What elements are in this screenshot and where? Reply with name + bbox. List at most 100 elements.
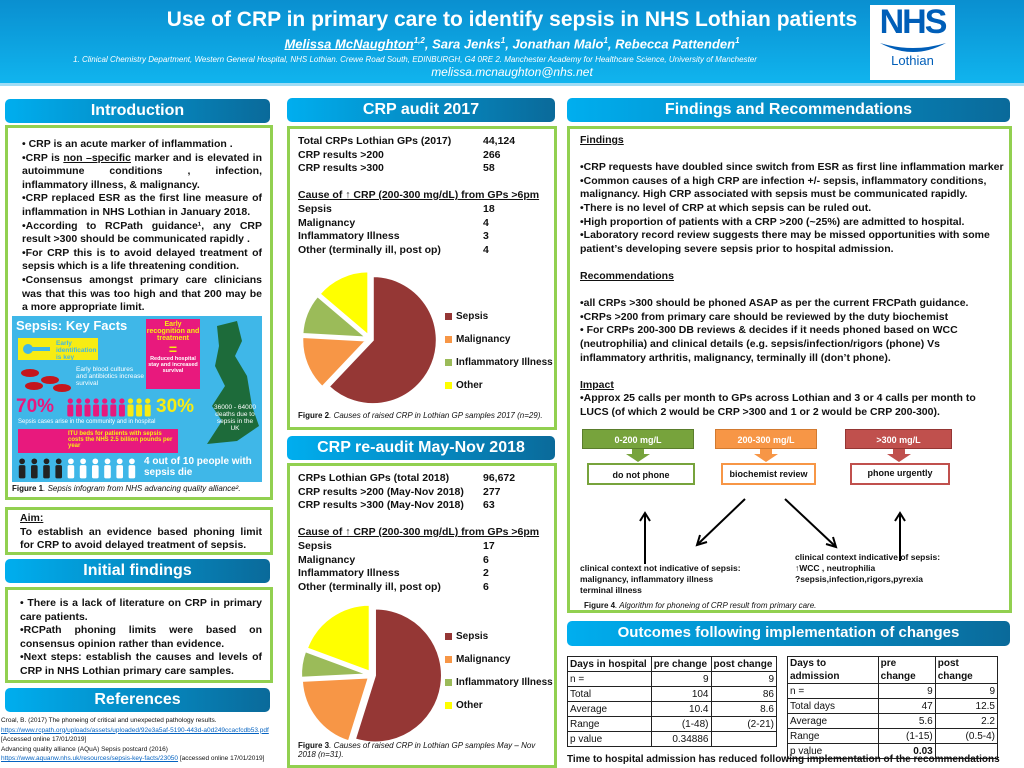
recommendation-item: •CRPs >200 from primary care should be r…	[580, 310, 949, 323]
figure-1-caption: Figure 1. Sepsis infogram from NHS advan…	[12, 484, 241, 493]
initial-findings-box: • There is a lack of literature on CRP i…	[5, 587, 273, 683]
audit-2017-causes: Sepsis 18 Malignancy 4 Inflammatory Illness 3…	[298, 203, 538, 257]
author: Jonathan Malo	[512, 36, 604, 52]
table-header-row: Days to admission pre change post change	[787, 656, 999, 684]
table-row: n = 9 9	[787, 683, 999, 699]
initial-bullet: •Next steps: establish the causes and le…	[20, 651, 262, 677]
initial-findings-text: • There is a lack of literature on CRP i…	[20, 597, 262, 679]
legend-label: Malignancy	[456, 654, 511, 665]
label-cell: Sepsis	[298, 203, 332, 215]
person-icon	[136, 398, 143, 417]
intro-bullet: •According to RCPath guidance¹, any CRP …	[22, 219, 262, 246]
person-icon	[104, 458, 111, 479]
context-line: ?sepsis,infection,rigors,pyrexia	[795, 574, 924, 584]
context-line: clinical context not indicative of sepsi…	[580, 563, 741, 573]
person-icon	[31, 458, 38, 479]
table-cell	[710, 731, 777, 747]
reference-link[interactable]: https://www.rcpath.org/uploads/assets/up…	[1, 726, 269, 734]
blood-cells-icon	[21, 369, 71, 392]
audit-2018-header: CRP re-audit May-Nov 2018	[287, 436, 555, 460]
person-icon	[67, 398, 74, 417]
caption-text: . Causes of raised CRP in Lothian GP sam…	[329, 411, 543, 420]
cause-heading: Cause of ↑ CRP (200-300 mg/dL) from GPs …	[298, 189, 539, 203]
table-cell: (1-15)	[877, 728, 936, 744]
reference-link[interactable]: https://www.aquanw.nhs.uk/resources/seps…	[1, 755, 179, 762]
column-header: pre change	[877, 656, 936, 684]
people-icons	[18, 458, 136, 479]
pie-chart-2018	[300, 603, 443, 744]
legend-swatch	[445, 702, 452, 709]
initial-findings-header: Initial findings	[5, 559, 270, 583]
table-row: Total days 47 12.5	[787, 698, 999, 714]
column-header: Days in hospital	[567, 656, 652, 672]
table-row: n = 9 9	[567, 671, 777, 687]
flow-low-range: 0-200 mg/L	[582, 429, 694, 449]
table-cell: Range	[787, 728, 879, 744]
affiliations: 1. Clinical Chemistry Department, Wester…	[73, 55, 757, 64]
pie-chart-2017	[301, 270, 438, 406]
table-cell: 12.5	[934, 698, 999, 714]
value-cell: 4	[483, 243, 489, 256]
person-icon	[92, 458, 99, 479]
legend-item: Malignancy	[445, 654, 553, 665]
intro-bullet: •Consensus amongst primary care clinicia…	[22, 273, 262, 314]
flow-mid-range: 200-300 mg/L	[715, 429, 817, 449]
people-icons	[67, 398, 151, 417]
label-cell: CRP results >200 (May-Nov 2018)	[298, 485, 464, 498]
poster-header: Use of CRP in primary care to identify s…	[0, 0, 1024, 86]
label-cell: Inflammatory Illness	[298, 230, 400, 243]
context-line: ↑WCC , neutrophilia	[795, 563, 876, 573]
label-cell: CRP results >200	[298, 148, 384, 161]
audit-2018-box: CRPs Lothian GPs (total 2018) 96,672 CRP r…	[287, 463, 557, 768]
logo-nhs-text: NHS	[879, 3, 948, 41]
author-sup: 1,2	[413, 36, 425, 45]
value-cell: 44,124	[483, 135, 516, 147]
equals-sign: =	[168, 341, 178, 357]
legend-swatch	[445, 336, 452, 343]
caption-label: Figure 4	[584, 601, 616, 610]
impact-text: •Approx 25 calls per month to GPs across…	[580, 392, 976, 418]
legend-swatch	[445, 679, 452, 686]
table-row: Range (1-15) (0.5-4)	[787, 728, 999, 744]
uk-map-icon	[207, 321, 259, 444]
table-row: p value 0.03	[787, 743, 999, 759]
cause-row: Malignancy 6	[298, 554, 538, 568]
stat-row: CRP results >200 266	[298, 149, 538, 163]
percent-hospital: 30%	[156, 396, 195, 417]
value-cell: 18	[483, 203, 495, 215]
value-cell: 266	[483, 148, 501, 161]
pie-slice-inflammatory-illness	[300, 649, 369, 679]
table-cell: Total days	[787, 698, 879, 714]
initial-bullet: •RCPath phoning limits were based on con…	[20, 624, 262, 650]
cause-row: Inflammatory Illness 2	[298, 567, 538, 581]
table-cell: n =	[787, 683, 879, 699]
table-cell: Total	[567, 686, 652, 702]
audit-2017-header: CRP audit 2017	[287, 98, 555, 122]
legend-label: Inflammatory Illness	[456, 357, 553, 368]
context-line: malignancy, inflammatory illness	[580, 574, 714, 584]
caption-label: Figure 2	[298, 411, 330, 420]
logo-lothian-text: Lothian	[891, 53, 934, 68]
flowchart-arrows	[626, 449, 911, 564]
person-icon	[116, 458, 123, 479]
value-cell: 6	[483, 553, 489, 566]
person-icon	[110, 398, 117, 417]
person-icon	[43, 458, 50, 479]
recommendations-heading: Recommendations	[580, 269, 674, 282]
column-header: post change	[934, 656, 999, 684]
audit-2018-causes: Sepsis 17 Malignancy 6 Inflammatory Illness 2…	[298, 540, 538, 594]
table-cell: 9	[710, 671, 777, 687]
authors: Melissa McNaughton1,2, Sara Jenks1, Jona…	[284, 36, 740, 52]
column-header: post change	[710, 656, 777, 672]
table-cell: Average	[567, 701, 652, 717]
nhs-lothian-logo: NHS Lothian	[870, 5, 955, 80]
column-header: pre change	[650, 656, 712, 672]
legend-item: Malignancy	[445, 334, 553, 345]
flow-biochemist-review: biochemist review	[721, 463, 816, 485]
pie-slice-sepsis	[327, 275, 438, 406]
references-header: References	[5, 688, 270, 712]
person-icon	[79, 458, 87, 479]
flow-not-sepsis-context: clinical context not indicative of sepsi…	[580, 563, 790, 596]
value-cell: 96,672	[483, 472, 516, 484]
legend-label: Sepsis	[456, 311, 489, 322]
